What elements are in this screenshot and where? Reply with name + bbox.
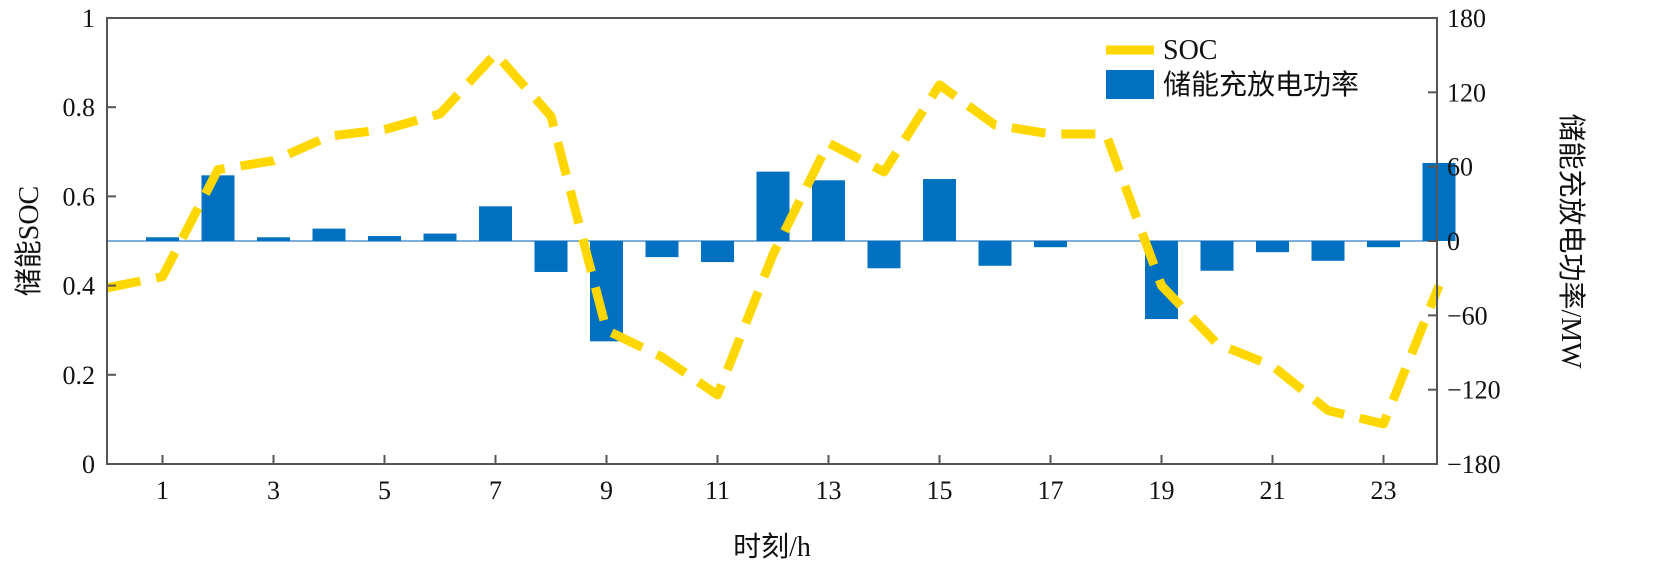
x-tick-label: 11 — [705, 476, 730, 505]
soc-line — [106, 49, 1444, 429]
power-bar — [146, 237, 179, 241]
legend-power-label: 储能充放电功率 — [1163, 69, 1359, 101]
power-bar — [701, 241, 734, 263]
x-tick-label: 7 — [489, 476, 502, 505]
x-tick-label: 3 — [267, 476, 280, 505]
x-tick-label: 23 — [1371, 476, 1397, 505]
power-bar — [312, 228, 346, 241]
power-bar — [534, 241, 568, 272]
power-bar — [923, 179, 956, 241]
x-tick-label: 19 — [1149, 476, 1175, 505]
x-tick-label: 13 — [816, 476, 842, 505]
x-tick-label: 17 — [1038, 476, 1064, 505]
x-tick-label: 15 — [927, 476, 953, 505]
left-tick-label: 0.4 — [63, 272, 96, 301]
x-axis-title: 时刻/h — [733, 531, 811, 563]
left-tick-label: 0.6 — [63, 182, 96, 211]
power-bar — [423, 233, 457, 241]
power-bar — [645, 241, 679, 258]
bars-group — [146, 162, 1456, 342]
power-bar — [1034, 241, 1067, 248]
power-bar — [1200, 241, 1234, 271]
power-bar — [1367, 241, 1400, 248]
power-bar — [978, 241, 1012, 266]
legend: SOC 储能充放电功率 — [1106, 35, 1359, 101]
power-bar — [1311, 241, 1345, 261]
power-bar — [812, 180, 845, 241]
power-bar — [368, 236, 401, 241]
right-tick-label: −180 — [1447, 450, 1501, 479]
y-axis-right-title: 储能充放电功率/MW — [1555, 113, 1587, 369]
y-axis-left-title: 储能SOC — [13, 186, 45, 296]
legend-soc-label: SOC — [1163, 35, 1217, 66]
x-tick-label: 21 — [1260, 476, 1286, 505]
right-tick-label: 60 — [1447, 153, 1473, 182]
right-tick-label: 120 — [1447, 78, 1486, 107]
power-bar — [257, 237, 290, 241]
power-bar — [867, 241, 901, 269]
power-bar — [479, 206, 512, 241]
right-tick-label: 180 — [1447, 4, 1486, 33]
power-bar — [1422, 162, 1456, 241]
legend-power-swatch — [1106, 70, 1154, 99]
right-tick-label: −120 — [1447, 376, 1501, 405]
x-tick-label: 9 — [600, 476, 613, 505]
power-bar — [1256, 241, 1289, 253]
left-tick-label: 1 — [82, 4, 95, 33]
left-tick-label: 0 — [82, 450, 95, 479]
right-tick-label: −60 — [1447, 301, 1488, 330]
left-tick-label: 0.8 — [63, 93, 96, 122]
right-tick-label: 0 — [1447, 227, 1460, 256]
x-tick-label: 5 — [378, 476, 391, 505]
x-tick-label: 1 — [156, 476, 169, 505]
left-tick-label: 0.2 — [63, 361, 96, 390]
soc-line-group — [106, 49, 1444, 429]
